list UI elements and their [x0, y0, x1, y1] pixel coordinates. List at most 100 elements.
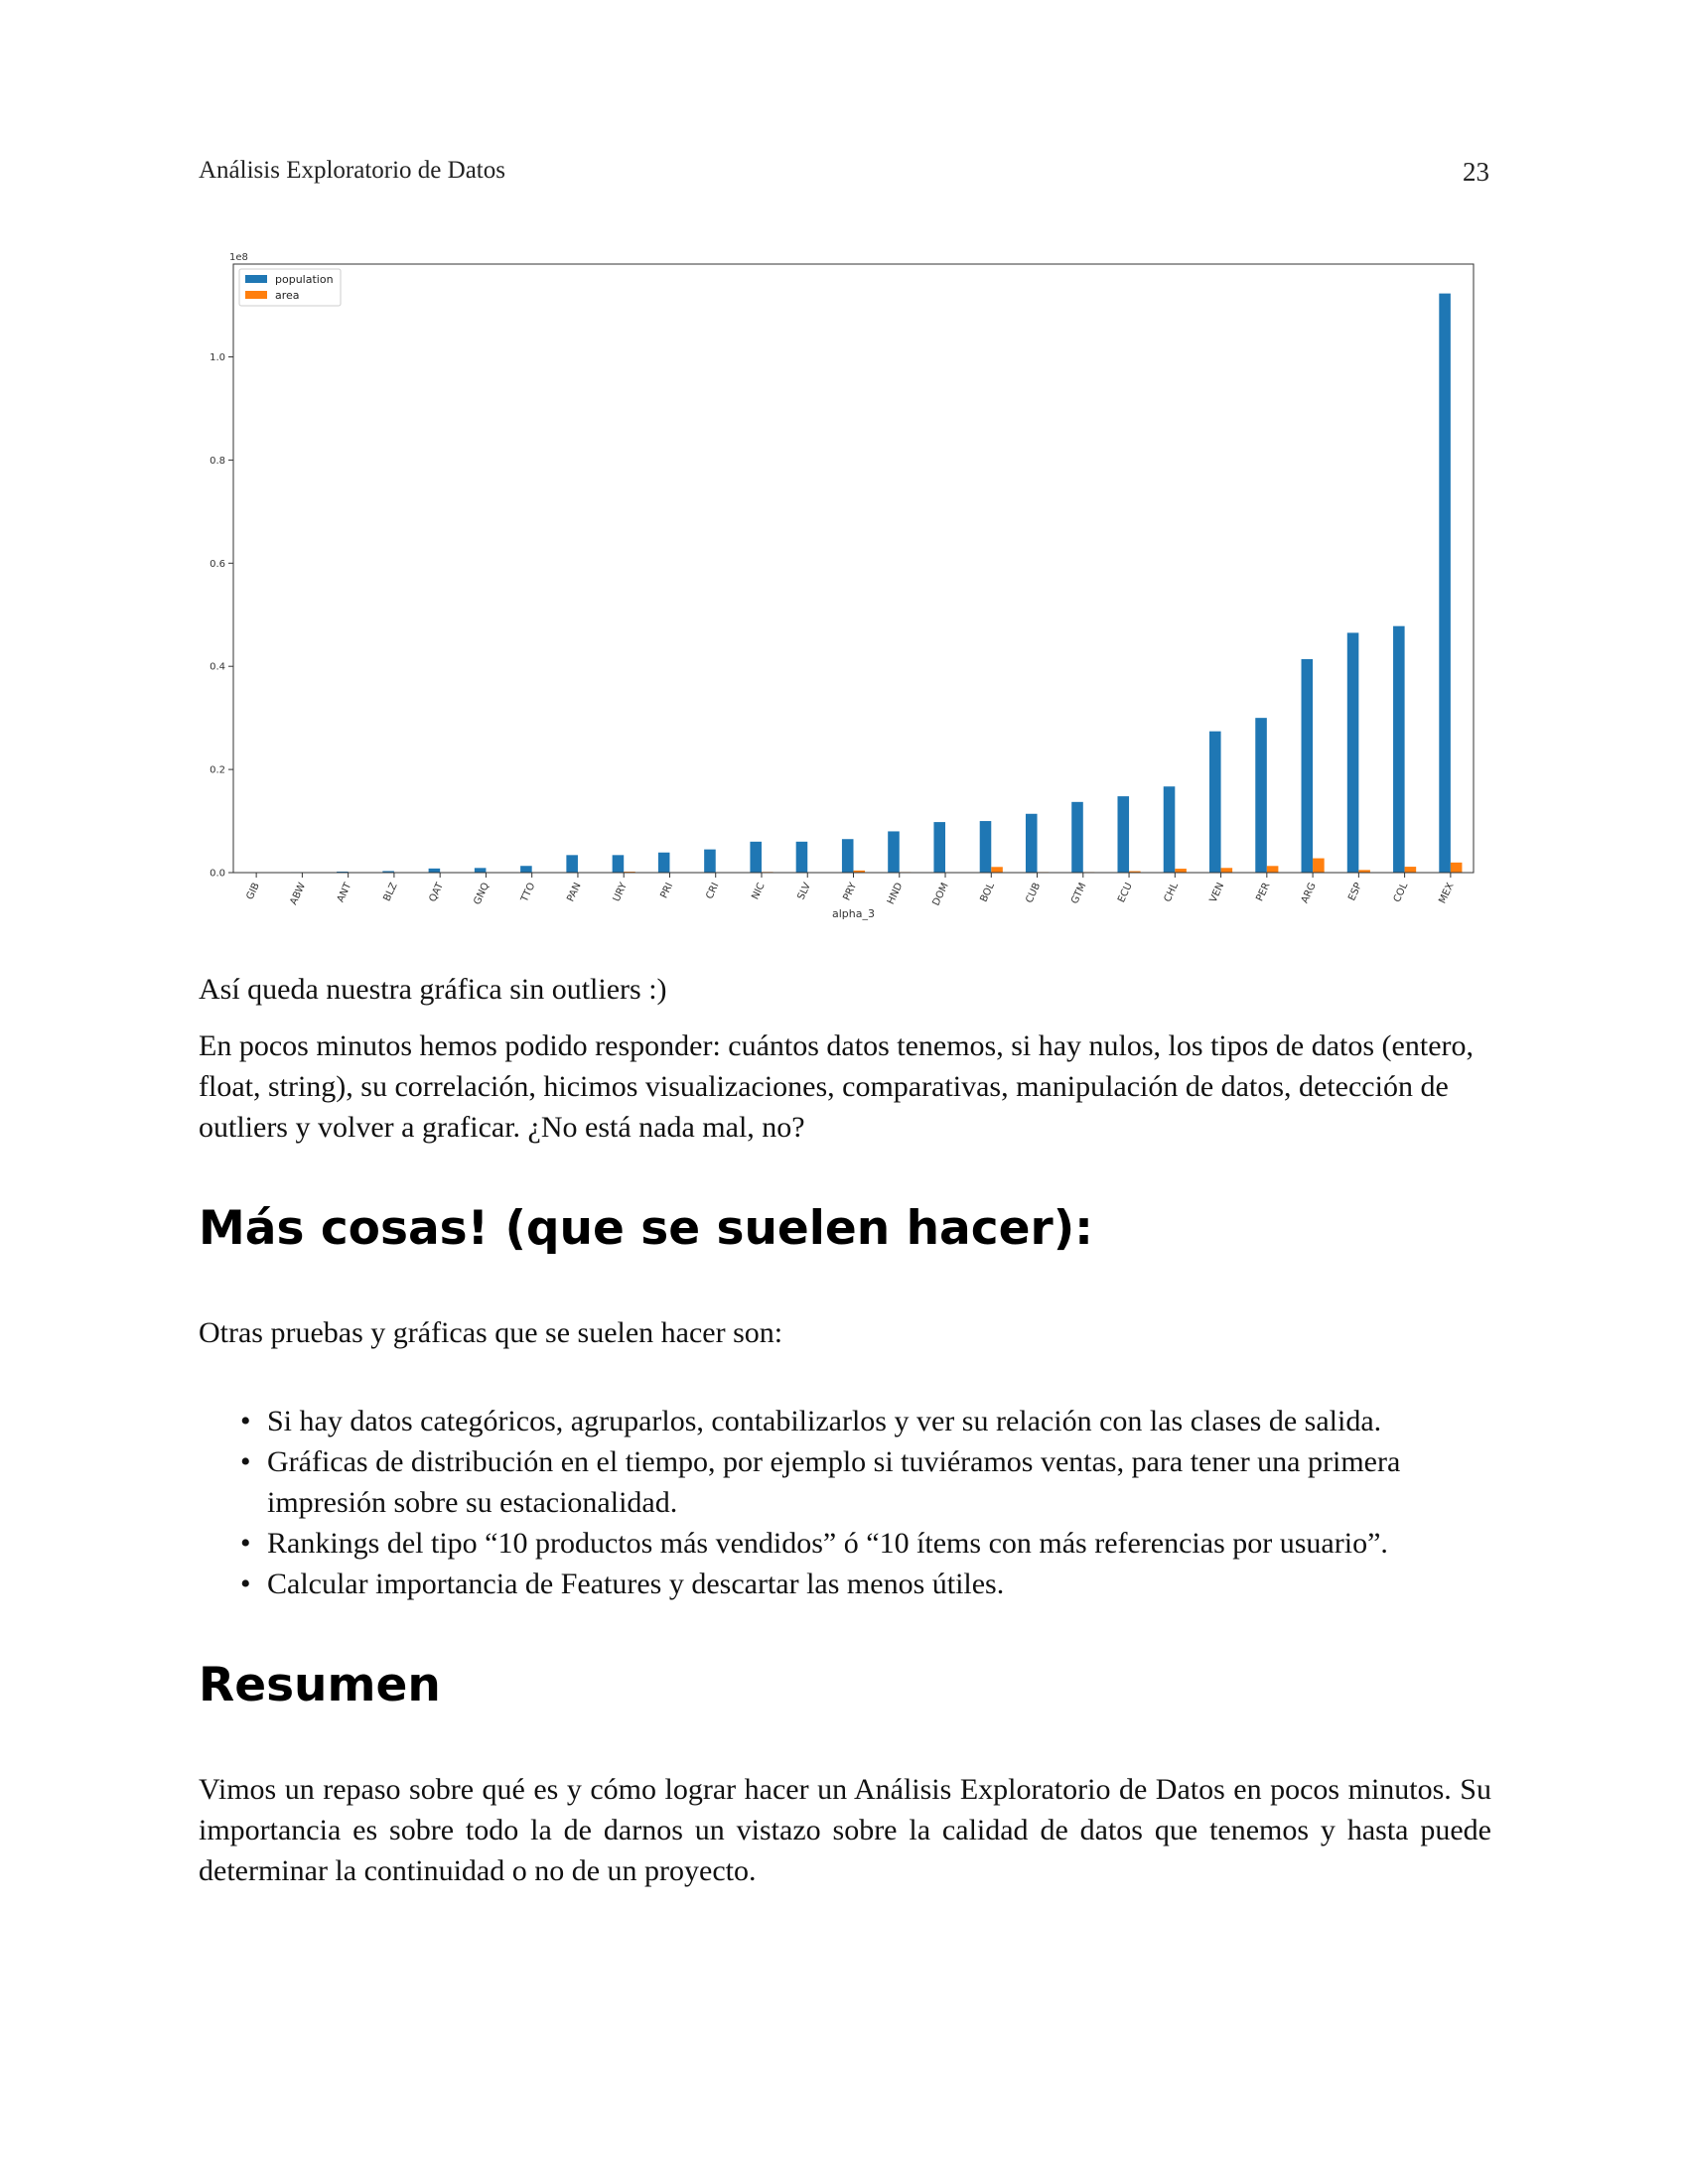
list-item-text: Rankings del tipo “10 productos más vend… [267, 1527, 1388, 1560]
list-item: • Rankings del tipo “10 productos más ven… [199, 1523, 1491, 1564]
bar-area-ecu [1129, 871, 1141, 873]
bar-population-ecu [1117, 796, 1130, 873]
bar-population-ant [337, 871, 349, 873]
intro-paragraph: Otras pruebas y gráficas que se suelen h… [199, 1316, 783, 1349]
y-tick-label: 0.2 [210, 765, 225, 776]
bar-population-col [1393, 625, 1405, 873]
bar-area-esp [1358, 870, 1370, 873]
chart-svg: 1e8 0.0 0.2 0.4 0.6 0.8 1.0 GIB ABW ANT BLZ QAT GNQ T… [210, 252, 1475, 920]
bar-area-chl [1175, 869, 1187, 873]
x-tick-label: VEN [1208, 882, 1227, 904]
bar-population-chl [1163, 786, 1176, 873]
list-item: • Calcular importancia de Features y desc… [199, 1564, 1491, 1604]
list-item: • Si hay datos categóricos, agruparlos, c… [199, 1401, 1491, 1441]
y-scale-label: 1e8 [229, 252, 248, 263]
bar-population-pri [657, 852, 670, 873]
summary-paragraph: En pocos minutos hemos podido responder:… [199, 1029, 1474, 1144]
x-tick-label: ARG [1300, 882, 1319, 905]
list-item-text: Calcular importancia de Features y desca… [267, 1568, 1005, 1600]
x-tick-label: HND [886, 881, 906, 905]
bar-area-arg [1313, 858, 1325, 873]
x-tick-label: CUB [1024, 882, 1043, 905]
bullet-icon: • [240, 1527, 251, 1560]
x-tick-label: SLV [796, 881, 814, 901]
list-item: • Gráficas de distribución en el tiempo, … [199, 1441, 1491, 1523]
x-tick-label: CRI [704, 882, 721, 901]
x-tick-label: COL [1392, 881, 1411, 904]
bullet-icon: • [240, 1445, 251, 1478]
x-tick-label: BOL [979, 881, 998, 903]
section-heading-summary: Resumen [199, 1658, 441, 1712]
bar-population-tto [520, 866, 532, 873]
bar-population-ven [1209, 731, 1221, 873]
x-axis-label: alpha_3 [832, 907, 875, 920]
bar-area-ven [1220, 868, 1233, 873]
x-tick-label: ECU [1116, 882, 1135, 904]
bar-population-gtm [1071, 801, 1083, 873]
header-title: Análisis Exploratorio de Datos [199, 157, 505, 184]
x-tick-label: ESP [1346, 882, 1364, 903]
bar-population-ury [612, 855, 625, 873]
bar-population-cri [704, 849, 716, 873]
section-heading-more: Más cosas! (que se suelen hacer): [199, 1201, 1093, 1256]
legend-swatch-population [245, 275, 267, 283]
legend-label-area: area [275, 289, 300, 302]
plot-frame [232, 263, 1475, 874]
list-item-text: Si hay datos categóricos, agruparlos, co… [267, 1405, 1382, 1437]
bar-population-esp [1346, 632, 1359, 873]
bar-population-gnq [474, 868, 487, 873]
bar-population-cub [1025, 813, 1038, 873]
bullet-list: • Si hay datos categóricos, agruparlos, c… [199, 1401, 1491, 1604]
x-tick-label: GTM [1069, 882, 1088, 906]
bar-population-per [1255, 718, 1267, 873]
x-tick-label: BLZ [382, 881, 400, 902]
bar-population-hnd [888, 831, 900, 873]
bar-chart: 1e8 0.0 0.2 0.4 0.6 0.8 1.0 GIB ABW ANT BLZ QAT GNQ T… [194, 248, 1489, 933]
bar-population-qat [428, 868, 441, 873]
bar-population-pry [841, 839, 854, 873]
legend-swatch-area [245, 291, 267, 299]
y-tick-label: 0.8 [210, 456, 225, 467]
x-tick-label: GNQ [472, 882, 492, 907]
bar-population-arg [1301, 658, 1314, 873]
bullet-icon: • [240, 1568, 251, 1600]
bar-area-per [1266, 866, 1279, 873]
x-tick-label: PRY [841, 881, 859, 902]
x-tick-label: ABW [288, 882, 308, 907]
legend-label-population: population [275, 273, 334, 286]
y-tick-label: 0.0 [210, 869, 225, 880]
x-tick-label: QAT [427, 881, 446, 904]
x-tick-label: PER [1254, 882, 1272, 903]
chart-caption: Así queda nuestra gráfica sin outliers :… [199, 973, 667, 1006]
y-tick-label: 0.6 [210, 559, 225, 570]
conclusion-paragraph: Vimos un repaso sobre qué es y cómo logr… [199, 1773, 1491, 1887]
x-tick-label: GIB [244, 881, 261, 901]
bar-population-blz [382, 871, 394, 873]
bar-population-pan [566, 855, 578, 873]
x-tick-label: URY [612, 881, 631, 903]
bullet-icon: • [240, 1405, 251, 1437]
bar-area-bol [991, 867, 1003, 873]
bar-population-mex [1439, 293, 1451, 873]
x-tick-label: PAN [565, 882, 583, 904]
bar-area-mex [1450, 862, 1463, 873]
x-tick-label: MEX [1437, 881, 1456, 905]
bar-population-nic [750, 841, 762, 873]
x-tick-label: CHL [1163, 881, 1182, 903]
x-tick-label: TTO [519, 882, 538, 905]
bar-population-slv [795, 841, 808, 873]
x-tick-label: NIC [750, 882, 767, 901]
bar-population-bol [979, 821, 992, 873]
x-tick-label: ANT [336, 881, 354, 904]
x-tick-label: PRI [658, 882, 675, 900]
x-tick-label: DOM [931, 882, 951, 908]
bar-area-pry [853, 870, 866, 873]
running-header: Análisis Exploratorio de Datos 23 [199, 157, 1489, 193]
y-tick-label: 0.4 [210, 662, 225, 673]
page-number: 23 [1463, 157, 1489, 187]
bar-population-dom [933, 822, 946, 873]
y-tick-label: 1.0 [210, 352, 225, 363]
bar-area-col [1404, 867, 1417, 873]
list-item-text: Gráficas de distribución en el tiempo, p… [267, 1445, 1401, 1519]
